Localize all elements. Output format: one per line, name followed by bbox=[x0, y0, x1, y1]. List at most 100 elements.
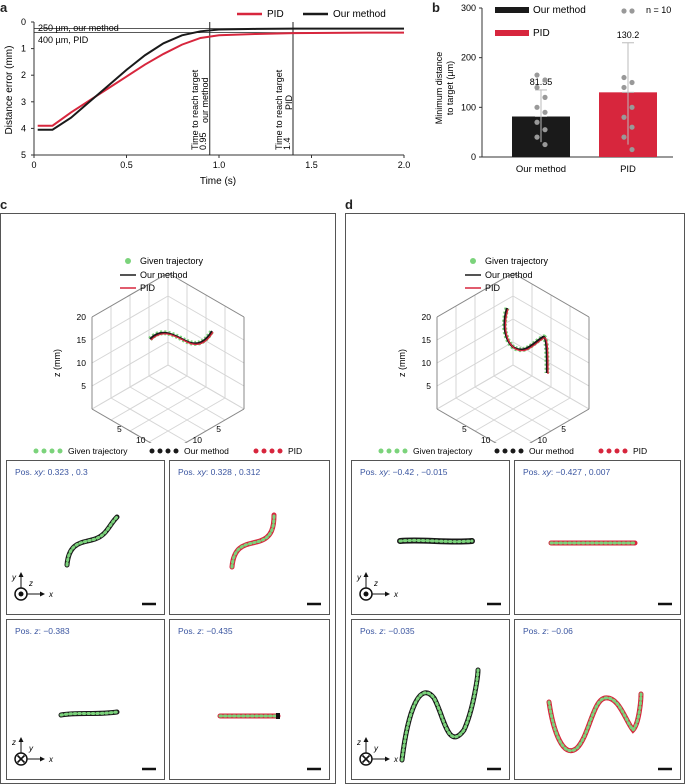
pos-readout: Pos. xy: 0.328 , 0.312 bbox=[178, 467, 261, 477]
bar-value-label: 130.2 bbox=[617, 30, 640, 40]
y-tick-label: 4 bbox=[21, 123, 26, 133]
axis-label-z: z bbox=[28, 579, 33, 588]
y-tick-label: 200 bbox=[461, 53, 476, 63]
axis-edge bbox=[512, 272, 590, 318]
data-point bbox=[542, 94, 548, 100]
data-point bbox=[534, 134, 540, 140]
axis-label-y: y bbox=[373, 744, 379, 753]
grid-line bbox=[474, 386, 552, 432]
series-ours-line bbox=[37, 27, 404, 131]
pos-readout: Pos. xy: −0.42 , −0.015 bbox=[360, 467, 448, 477]
legend-pid-label: PID bbox=[485, 283, 501, 293]
axis-indicator-xz: z y x bbox=[356, 737, 399, 766]
z-tick-label: 5 bbox=[81, 381, 86, 391]
arrow-head bbox=[18, 737, 24, 742]
axis-indicator-xy: y z x bbox=[11, 572, 54, 601]
axis-label-y: y bbox=[28, 744, 34, 753]
legend-pid-label: PID bbox=[140, 283, 156, 293]
axis-indicator-xz: z y x bbox=[11, 737, 54, 766]
x-tick-label: 0.5 bbox=[120, 160, 133, 170]
grid-line bbox=[148, 397, 226, 443]
trajectory-given bbox=[400, 668, 480, 762]
grid-line bbox=[167, 295, 245, 341]
trajectory-pid bbox=[504, 308, 549, 375]
y-tick-label: 5 bbox=[462, 424, 467, 434]
legend-row-ours-dots bbox=[149, 448, 179, 454]
vline2-label: Time to reach target PID bbox=[274, 69, 294, 150]
data-point bbox=[621, 114, 627, 120]
data-point bbox=[629, 124, 635, 130]
legend-row-pid-dots bbox=[598, 448, 628, 454]
legend-3d: Given trajectory Our method PID bbox=[465, 256, 549, 293]
panel-d-sub-z-ours: Pos. z: −0.035 z y x bbox=[351, 619, 510, 780]
x-tick-label: 1.0 bbox=[213, 160, 226, 170]
chart-a-ylabel: Distance error (mm) bbox=[4, 46, 15, 135]
grid-line bbox=[455, 397, 533, 443]
y-tick-label: 2 bbox=[21, 70, 26, 80]
trajectory-given bbox=[65, 515, 119, 567]
x-label-pid: PID bbox=[620, 164, 636, 175]
legend-row-given: Given trajectory bbox=[68, 446, 128, 456]
z-tick-label: 20 bbox=[422, 312, 432, 322]
grid-line bbox=[129, 386, 207, 432]
y-tick-label: 100 bbox=[461, 102, 476, 112]
arrow-head bbox=[363, 737, 369, 742]
legend-b-n: n = 10 bbox=[646, 5, 671, 15]
data-point bbox=[542, 141, 548, 148]
vline1-value: 0.95 bbox=[198, 132, 208, 150]
y-tick-label: 300 bbox=[461, 3, 476, 13]
axis-label-z: z bbox=[11, 738, 16, 747]
chart-b-bars: 81.55 Our method 130.2 PID bbox=[512, 8, 657, 175]
axes-grid bbox=[436, 272, 590, 443]
z-tick-label: 15 bbox=[77, 335, 87, 345]
trajectory-3d bbox=[502, 307, 550, 375]
arrow-head bbox=[40, 591, 45, 597]
legend-b-pid-swatch bbox=[495, 30, 529, 36]
axis-label-x: x bbox=[393, 755, 399, 764]
axis-edge bbox=[436, 408, 497, 443]
x-label-ours: Our method bbox=[516, 164, 566, 175]
legend-ours-label: Our method bbox=[485, 270, 533, 280]
data-point bbox=[534, 104, 540, 110]
axis-edge bbox=[91, 408, 152, 443]
grid-line bbox=[436, 318, 514, 364]
legend-given-label: Given trajectory bbox=[140, 256, 204, 266]
chart-a: 0 0.5 1.0 1.5 2.0 0 1 2 3 4 5 PID Our method 250 µ… bbox=[4, 9, 411, 187]
vline2-label-line2: PID bbox=[284, 94, 294, 110]
chart-a-ref-lines bbox=[34, 22, 404, 155]
legend-b-pid-label: PID bbox=[533, 28, 550, 39]
vline2-label-line1: Time to reach target bbox=[274, 69, 284, 150]
data-point bbox=[629, 104, 635, 110]
panel-c-sub-z-pid: Pos. z: −0.435 bbox=[169, 619, 330, 780]
panel-d-3d-plot: 201510551015205101520x (mm)y (mm)z (mm)G… bbox=[397, 256, 590, 443]
x-tick-label: 2.0 bbox=[398, 160, 411, 170]
legend-row-pid-dots bbox=[253, 448, 283, 454]
axis-label-y: y bbox=[11, 573, 17, 582]
legend-row-given: Given trajectory bbox=[413, 446, 473, 456]
legend-ours-label: Our method bbox=[140, 270, 188, 280]
panel-letter-d: d bbox=[345, 197, 353, 212]
grid-line bbox=[512, 318, 590, 364]
trajectory-given bbox=[547, 692, 643, 753]
z-tick-label: 5 bbox=[426, 381, 431, 391]
data-point bbox=[534, 72, 540, 78]
y-tick-label: 1 bbox=[21, 44, 26, 54]
axis-indicator-xy: y z x bbox=[356, 572, 399, 601]
data-point bbox=[621, 84, 627, 91]
pos-readout: Pos. z: −0.06 bbox=[523, 626, 573, 636]
trajectory-given bbox=[230, 513, 276, 569]
trajectory-end-marker bbox=[276, 713, 280, 719]
data-point bbox=[629, 146, 635, 153]
axis-label-x: x bbox=[48, 590, 54, 599]
grid-line bbox=[110, 397, 188, 443]
axis-edge bbox=[529, 408, 590, 443]
pos-readout: Pos. xy: 0.323 , 0.3 bbox=[15, 467, 88, 477]
legend-row-pid: PID bbox=[288, 446, 302, 456]
z-tick-label: 10 bbox=[422, 358, 432, 368]
chart-b-ylabel: Minimum distance to target (µm) bbox=[434, 52, 455, 125]
z-axis-label: z (mm) bbox=[52, 349, 62, 377]
panel-letter-c: c bbox=[0, 197, 8, 212]
grid-line bbox=[91, 318, 169, 364]
grid-line bbox=[91, 295, 169, 341]
data-point bbox=[542, 109, 548, 115]
